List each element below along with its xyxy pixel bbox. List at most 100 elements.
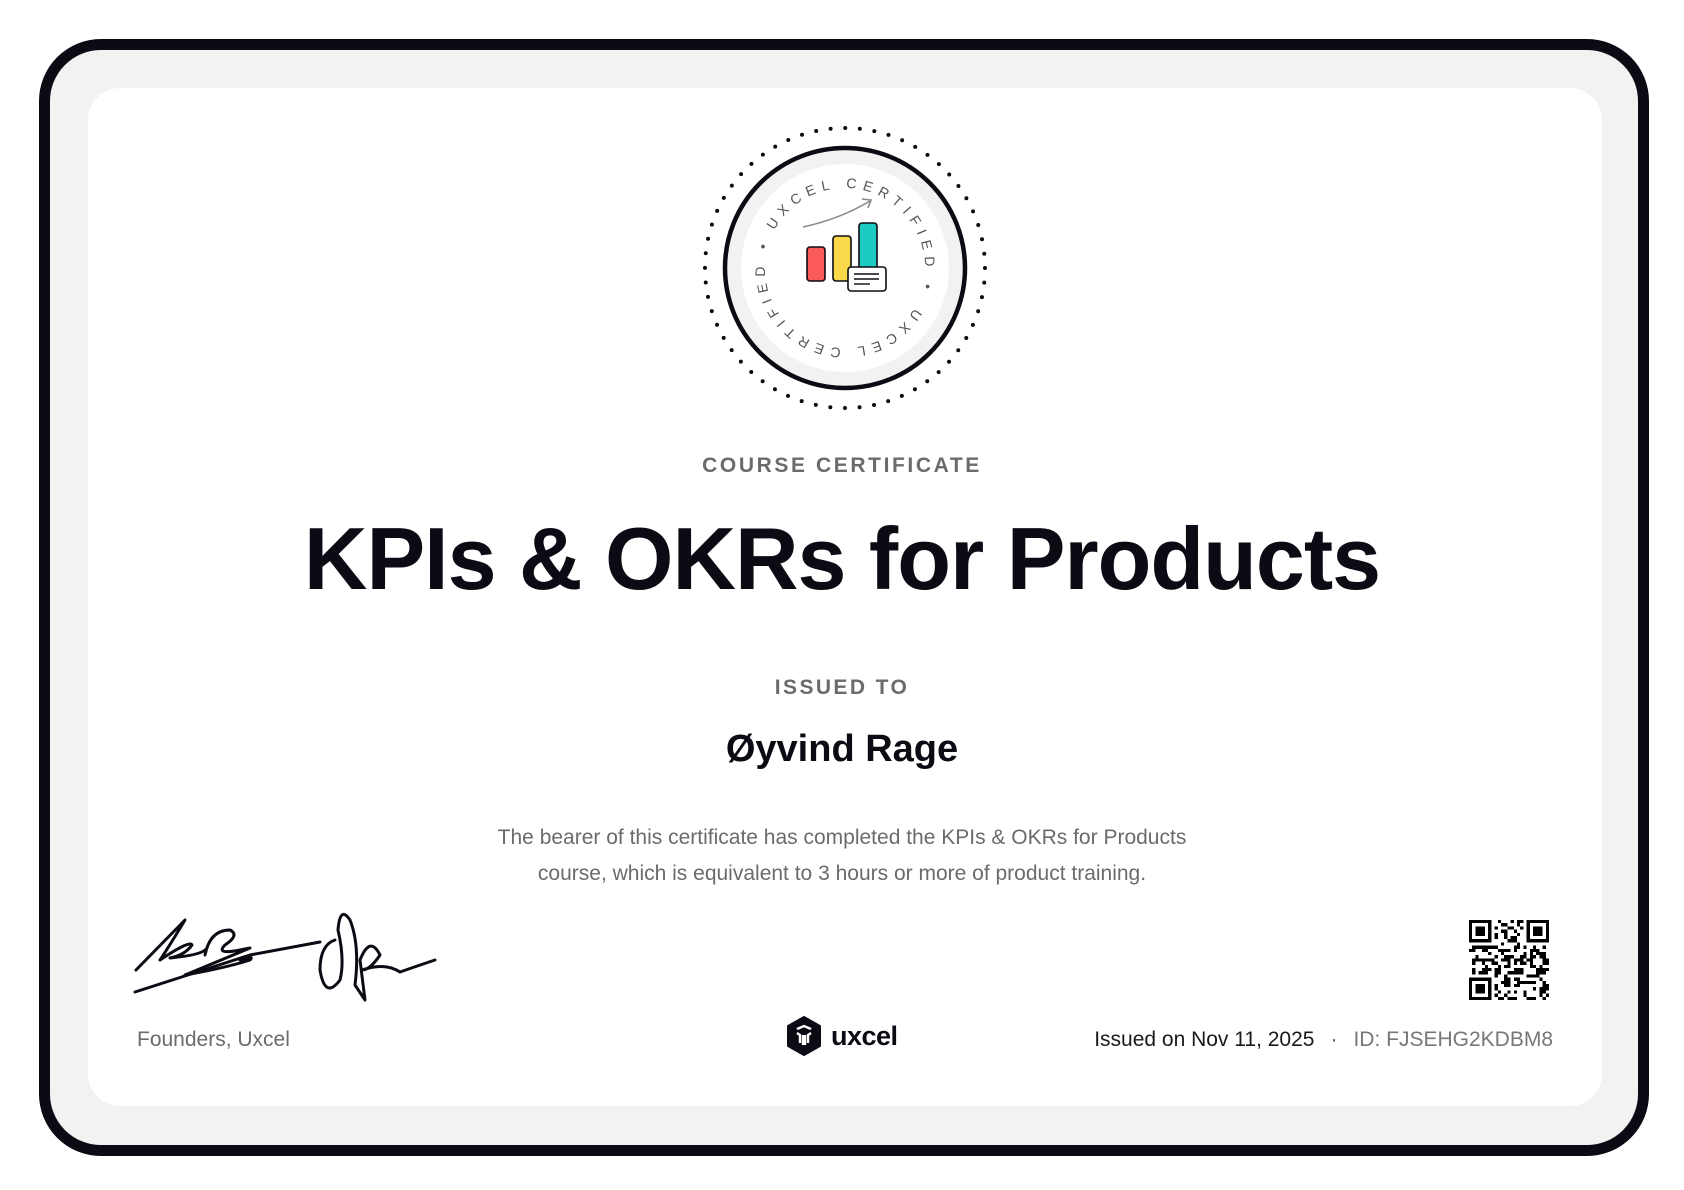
qr-module	[1485, 958, 1489, 962]
qr-module	[1517, 971, 1521, 975]
qr-module	[1529, 974, 1533, 978]
qr-module	[1501, 996, 1505, 1000]
qr-module	[1510, 955, 1514, 959]
qr-module	[1501, 948, 1505, 952]
qr-module	[1526, 996, 1530, 1000]
qr-module	[1526, 974, 1530, 978]
qr-module	[1529, 961, 1533, 965]
separator: ·	[1330, 1028, 1338, 1051]
qr-module	[1536, 974, 1540, 978]
qr-module	[1536, 948, 1540, 952]
qr-module	[1507, 961, 1511, 965]
qr-module	[1488, 958, 1492, 962]
qr-module	[1501, 923, 1505, 927]
uxcel-logo: uxcel	[786, 1016, 898, 1056]
qr-module	[1501, 952, 1505, 956]
qr-module	[1491, 958, 1495, 962]
qr-module	[1542, 958, 1546, 962]
qr-module	[1533, 926, 1543, 936]
qr-module	[1494, 984, 1498, 988]
qr-module	[1485, 968, 1489, 972]
qr-module	[1507, 971, 1511, 975]
qr-module	[1513, 971, 1517, 975]
qr-module	[1497, 920, 1501, 924]
qr-module	[1523, 952, 1527, 956]
logo-wordmark: uxcel	[831, 1020, 898, 1051]
qr-module	[1485, 964, 1489, 968]
qr-module	[1539, 952, 1543, 956]
qr-module	[1494, 926, 1498, 930]
credential-id: ID: FJSEHG2KDBM8	[1353, 1028, 1553, 1051]
qr-module	[1504, 993, 1508, 997]
qr-module	[1494, 955, 1498, 959]
qr-module	[1513, 958, 1517, 962]
qr-module	[1523, 961, 1527, 965]
qr-module	[1504, 974, 1508, 978]
qr-module	[1494, 961, 1498, 965]
issued-to-label: ISSUED TO	[774, 676, 910, 699]
uxcel-hexagon-icon	[787, 1016, 821, 1056]
qr-module	[1545, 993, 1549, 997]
qr-module	[1529, 955, 1533, 959]
qr-module	[1520, 961, 1524, 965]
qr-module	[1523, 945, 1527, 949]
qr-module	[1529, 964, 1533, 968]
qr-module	[1533, 987, 1537, 991]
qr-module	[1504, 936, 1508, 940]
qr-module	[1472, 961, 1476, 965]
qr-module	[1539, 993, 1543, 997]
qr-module	[1523, 993, 1527, 997]
qr-module	[1481, 961, 1485, 965]
qr-module	[1510, 971, 1514, 975]
qr-module	[1520, 926, 1524, 930]
qr-module	[1533, 948, 1537, 952]
qr-module	[1494, 968, 1498, 972]
qr-module	[1529, 980, 1533, 984]
qr-module	[1520, 955, 1524, 959]
qr-module	[1513, 929, 1517, 933]
qr-module	[1533, 996, 1537, 1000]
founders-signature	[133, 912, 437, 1002]
qr-module	[1529, 996, 1533, 1000]
qr-module	[1475, 984, 1485, 994]
qr-module	[1526, 958, 1530, 962]
qr-module	[1536, 952, 1540, 956]
certificate-type-label: COURSE CERTIFICATE	[702, 454, 982, 477]
qr-module	[1510, 939, 1514, 943]
qr-module	[1504, 923, 1508, 927]
qr-module	[1488, 968, 1492, 972]
qr-module	[1507, 990, 1511, 994]
verification-qr-code[interactable]	[1469, 920, 1549, 1000]
recipient-name: Øyvind Rage	[725, 728, 959, 770]
qr-module	[1513, 996, 1517, 1000]
qr-module	[1494, 945, 1498, 949]
qr-module	[1497, 964, 1501, 968]
qr-module	[1507, 964, 1511, 968]
qr-module	[1517, 920, 1521, 924]
qr-module	[1542, 952, 1546, 956]
qr-module	[1510, 996, 1514, 1000]
qr-module	[1529, 948, 1533, 952]
qr-module	[1481, 971, 1485, 975]
qr-module	[1504, 948, 1508, 952]
qr-module	[1507, 996, 1511, 1000]
qr-module	[1488, 952, 1492, 956]
qr-module	[1494, 936, 1498, 940]
qr-module	[1523, 990, 1527, 994]
qr-module	[1501, 980, 1505, 984]
qr-module	[1517, 932, 1521, 936]
qr-module	[1481, 958, 1485, 962]
qr-module	[1529, 952, 1533, 956]
qr-module	[1517, 923, 1521, 927]
dotted-ring	[703, 126, 987, 410]
qr-module	[1517, 945, 1521, 949]
qr-module	[1513, 961, 1517, 965]
qr-module	[1513, 936, 1517, 940]
qr-module	[1510, 926, 1514, 930]
qr-module	[1481, 968, 1485, 972]
qr-module	[1472, 945, 1476, 949]
qr-module	[1472, 968, 1476, 972]
qr-module	[1494, 971, 1498, 975]
qr-module	[1504, 955, 1508, 959]
qr-module	[1472, 948, 1476, 952]
